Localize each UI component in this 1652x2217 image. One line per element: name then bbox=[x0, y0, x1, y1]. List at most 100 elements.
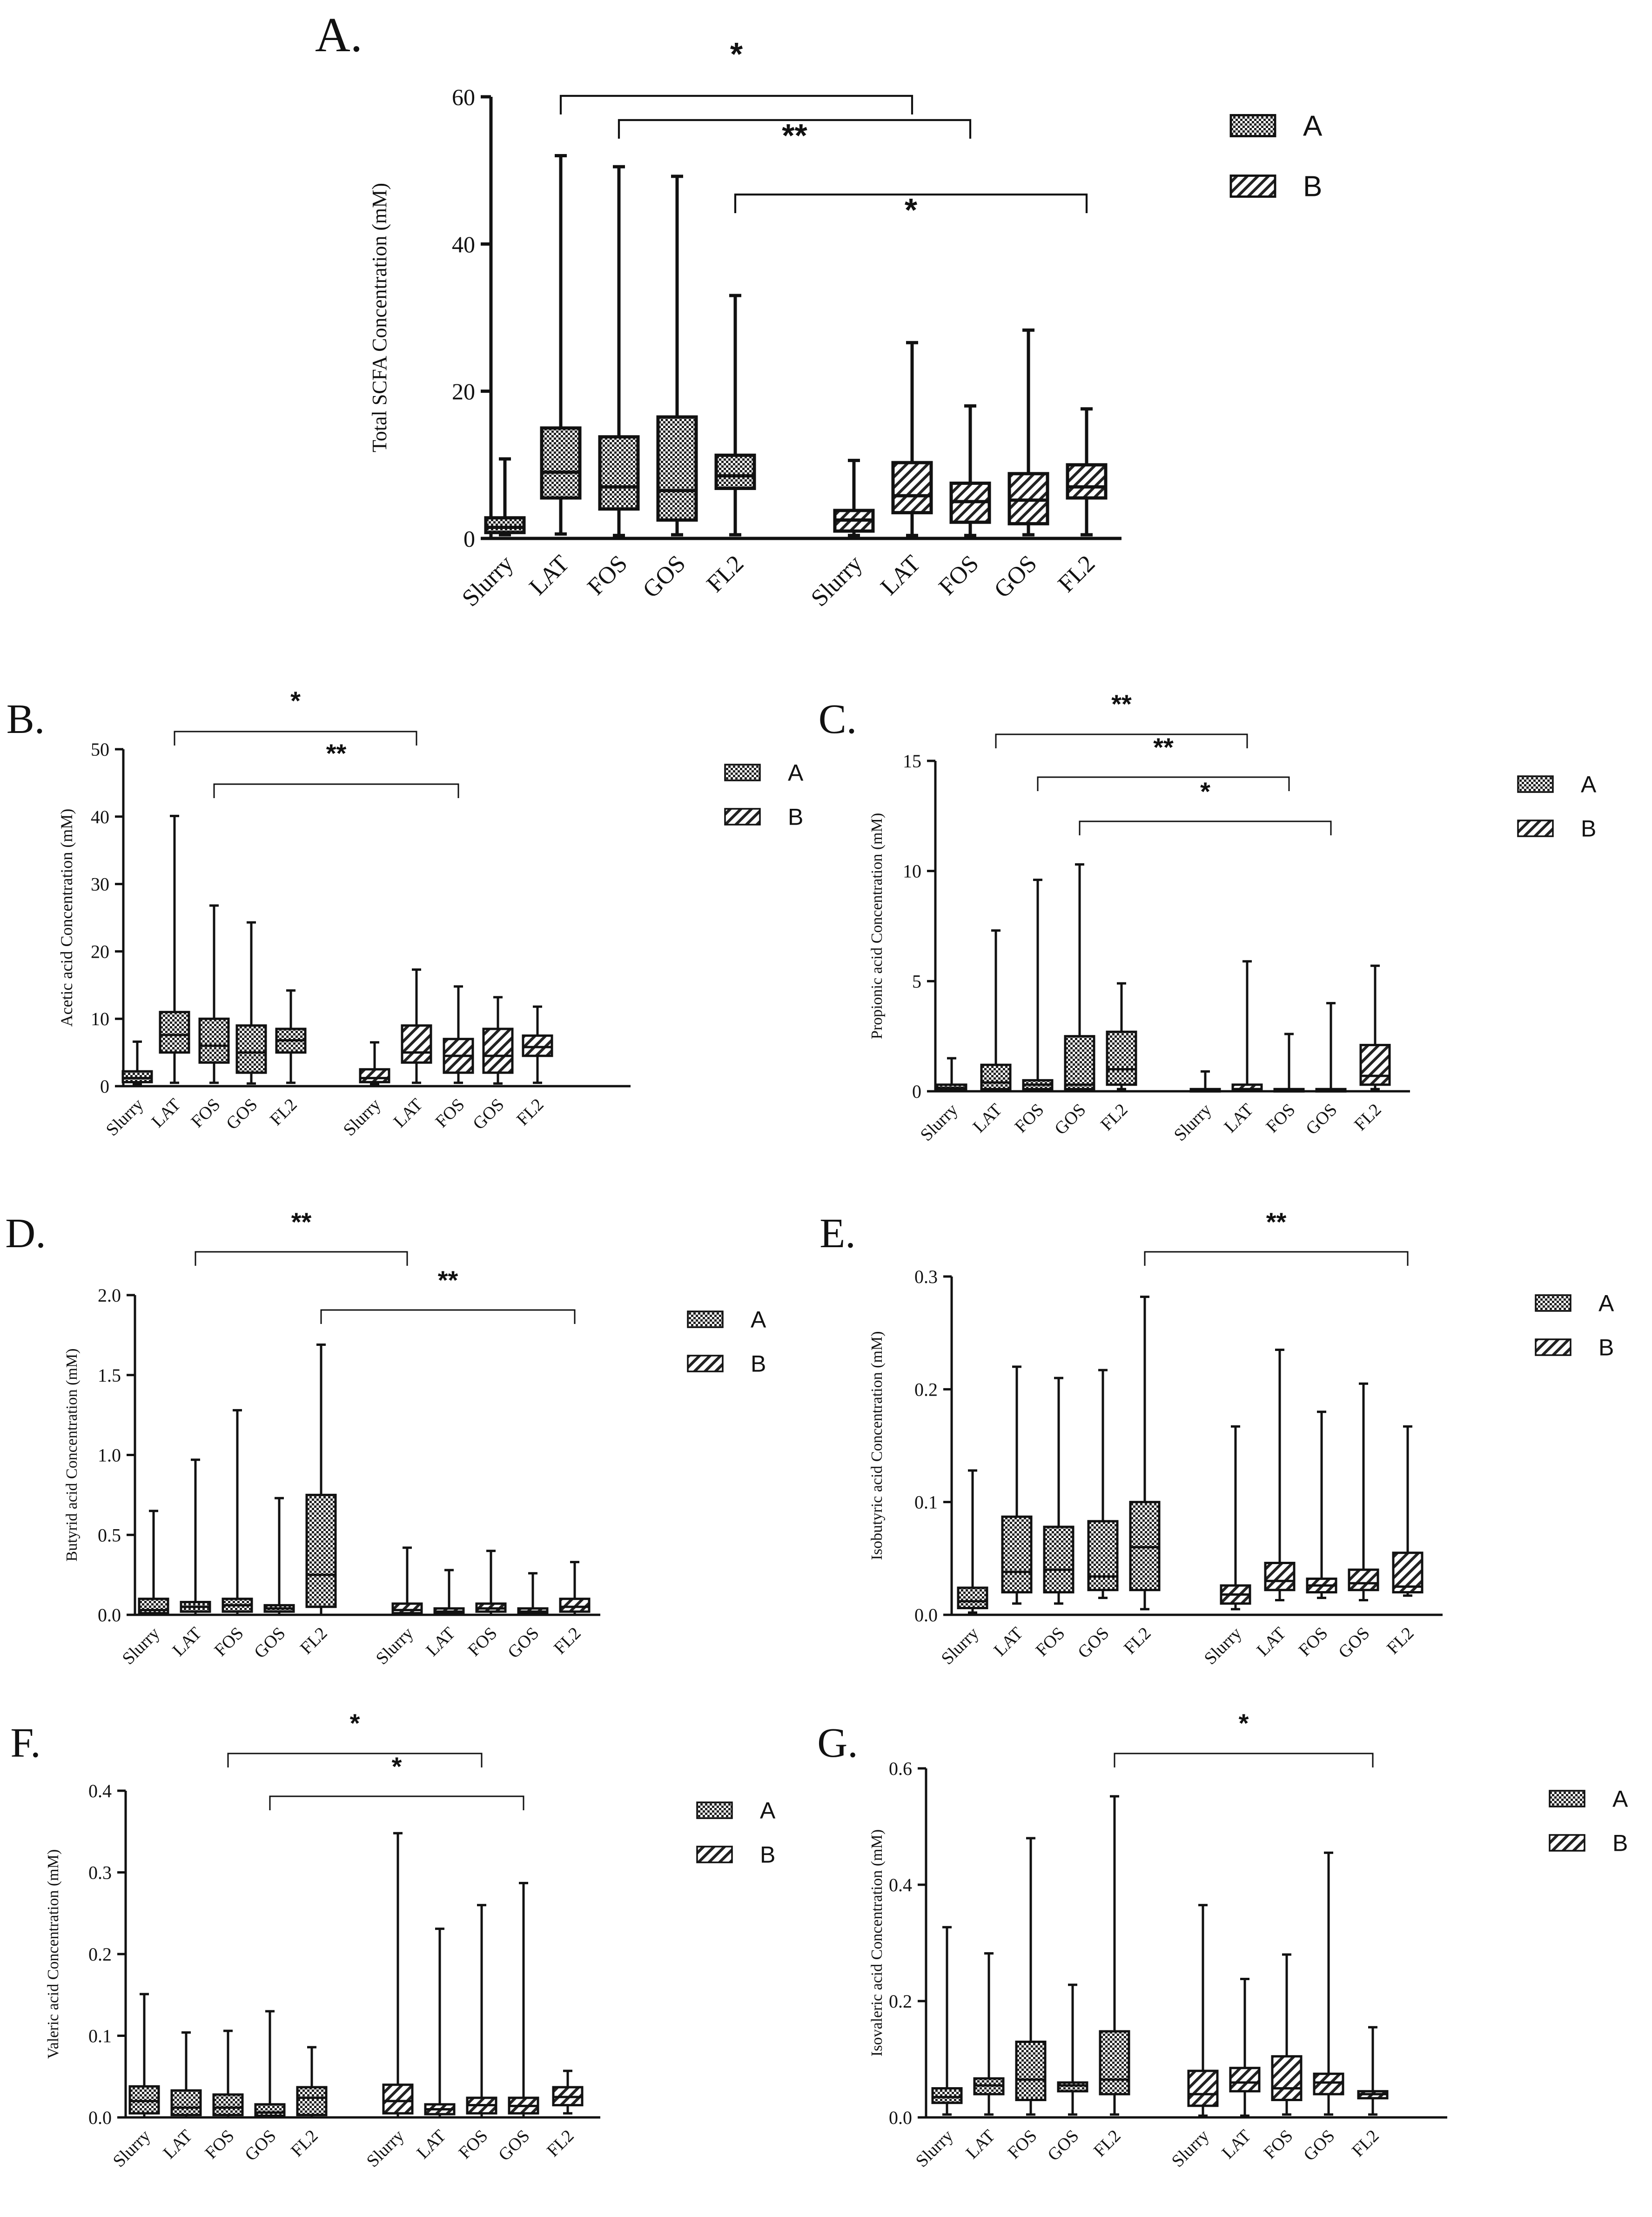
box-a-lat bbox=[1001, 1365, 1033, 1605]
sig-line-fl2 bbox=[1144, 1251, 1409, 1266]
box-a-gos bbox=[656, 175, 698, 537]
box-a-slurry bbox=[931, 1926, 963, 2116]
legend-label-a: A bbox=[760, 1798, 776, 1824]
x-tick-label: LAT bbox=[1221, 1100, 1257, 1136]
box-a-lat bbox=[540, 154, 582, 536]
sig-line-lat bbox=[195, 1251, 408, 1266]
box-b-lat bbox=[1264, 1349, 1296, 1601]
box-b-gos bbox=[517, 1572, 549, 1616]
sig-line-gos bbox=[1079, 820, 1332, 835]
legend-label-a: A bbox=[1581, 772, 1597, 798]
significance-label: * bbox=[350, 1708, 360, 1738]
x-tick-label: Slurry bbox=[1170, 1100, 1215, 1145]
x-tick-label: FL2 bbox=[1383, 1623, 1418, 1658]
sig-line-fl2 bbox=[1114, 1753, 1374, 1767]
x-tick-label: LAT bbox=[969, 1100, 1006, 1136]
legend-label-a: A bbox=[1303, 110, 1323, 142]
x-tick-label: GOS bbox=[1044, 2126, 1082, 2164]
box-iqr bbox=[522, 1034, 553, 1057]
y-tick-label: 0.0 bbox=[914, 1605, 938, 1626]
legend-swatch-b bbox=[1517, 820, 1554, 837]
x-tick-label: FOS bbox=[583, 550, 633, 600]
x-tick-label: Slurry bbox=[102, 1095, 148, 1140]
legend-swatch-b bbox=[724, 808, 761, 826]
y-tick-label: 40 bbox=[91, 806, 109, 827]
box-iqr bbox=[359, 1068, 390, 1083]
x-tick-label: LAT bbox=[524, 550, 575, 600]
significance-label: * bbox=[1239, 1708, 1249, 1738]
y-tick-label: 0.4 bbox=[889, 1874, 912, 1895]
box-b-fl2 bbox=[552, 2069, 584, 2115]
legend-swatch-a bbox=[1517, 775, 1554, 793]
box-a-lat bbox=[159, 814, 190, 1084]
x-tick-label: FOS bbox=[188, 1095, 224, 1131]
box-iqr bbox=[170, 2089, 202, 2116]
legend-label-a: A bbox=[1612, 1786, 1628, 1812]
y-tick-label: 0 bbox=[463, 526, 475, 552]
legend-swatch-a bbox=[1549, 1790, 1585, 1807]
box-a-fl2 bbox=[305, 1343, 337, 1616]
x-tick-label: GOS bbox=[1074, 1623, 1113, 1662]
x-tick-label: FL2 bbox=[1120, 1623, 1155, 1658]
legend-swatch-a bbox=[696, 1801, 733, 1819]
y-tick-label: 10 bbox=[91, 1008, 109, 1029]
box-a-lat bbox=[180, 1458, 211, 1616]
box-a-fl2 bbox=[275, 989, 307, 1084]
box-a-fl2 bbox=[714, 294, 756, 537]
legend-label-b: B bbox=[788, 804, 803, 830]
x-tick-label: FL2 bbox=[702, 550, 749, 598]
box-iqr bbox=[198, 1017, 230, 1064]
significance-label: * bbox=[290, 686, 301, 715]
chart-panel-d: D. 0.0 0.5 1.0 1.5 2.0 Butyrid acid Concentrat… bbox=[5, 1207, 766, 1668]
x-tick-label: LAT bbox=[160, 2126, 196, 2163]
x-tick-label: Slurry bbox=[1201, 1623, 1246, 1668]
x-tick-label: LAT bbox=[423, 1623, 459, 1660]
box-iqr bbox=[1087, 1520, 1119, 1592]
box-iqr bbox=[957, 1586, 988, 1609]
y-tick-label: 0.0 bbox=[889, 2107, 912, 2128]
box-b-slurry bbox=[1189, 1070, 1221, 1093]
box-a-gos bbox=[254, 2010, 286, 2119]
box-iqr bbox=[980, 1063, 1012, 1090]
y-axis-title: Valeric acid Concentration (mM) bbox=[45, 1849, 62, 2059]
y-tick-label: 0.2 bbox=[889, 1991, 912, 2012]
panel-label: A. bbox=[315, 7, 363, 62]
box-b-fl2 bbox=[1359, 964, 1391, 1090]
box-iqr bbox=[656, 415, 698, 522]
x-tick-label: FL2 bbox=[513, 1095, 548, 1129]
x-tick-label: Slurry bbox=[119, 1623, 164, 1668]
x-tick-label: GOS bbox=[504, 1623, 543, 1662]
x-tick-label: FL2 bbox=[296, 1623, 331, 1658]
x-tick-label: FL2 bbox=[1348, 2126, 1383, 2161]
box-b-gos bbox=[508, 1881, 539, 2119]
x-tick-label: LAT bbox=[390, 1095, 427, 1131]
box-a-fos bbox=[212, 2029, 244, 2119]
box-b-lat bbox=[1231, 960, 1263, 1093]
significance-label: * bbox=[905, 192, 918, 228]
legend-label-a: A bbox=[751, 1307, 766, 1333]
box-b-gos bbox=[1313, 1851, 1344, 2116]
box-iqr bbox=[1313, 2072, 1344, 2096]
x-tick-label: Slurry bbox=[938, 1623, 983, 1668]
y-tick-label: 0.3 bbox=[88, 1862, 112, 1883]
box-iqr bbox=[891, 461, 933, 515]
y-tick-label: 10 bbox=[903, 861, 921, 882]
box-iqr bbox=[1099, 2030, 1130, 2096]
significance-label: ** bbox=[326, 739, 347, 768]
box-b-lat bbox=[424, 1928, 456, 2119]
legend-swatch-b bbox=[1229, 175, 1276, 198]
x-tick-label: FOS bbox=[432, 1095, 469, 1131]
legend-label-b: B bbox=[1612, 1830, 1628, 1856]
box-a-fos bbox=[1022, 879, 1054, 1093]
x-tick-label: Slurry bbox=[372, 1623, 417, 1668]
x-tick-label: Slurry bbox=[912, 2126, 957, 2171]
x-tick-label: Slurry bbox=[363, 2126, 408, 2171]
x-tick-label: LAT bbox=[413, 2126, 450, 2163]
y-tick-label: 0.4 bbox=[88, 1780, 112, 1801]
x-tick-label: FOS bbox=[464, 1623, 501, 1660]
box-a-lat bbox=[973, 1952, 1005, 2116]
x-tick-label: LAT bbox=[1218, 2126, 1255, 2163]
x-tick-label: GOS bbox=[989, 550, 1042, 603]
y-axis-title: Butyrid acid Concentration (mM) bbox=[63, 1349, 81, 1562]
panel-label: D. bbox=[5, 1210, 46, 1256]
